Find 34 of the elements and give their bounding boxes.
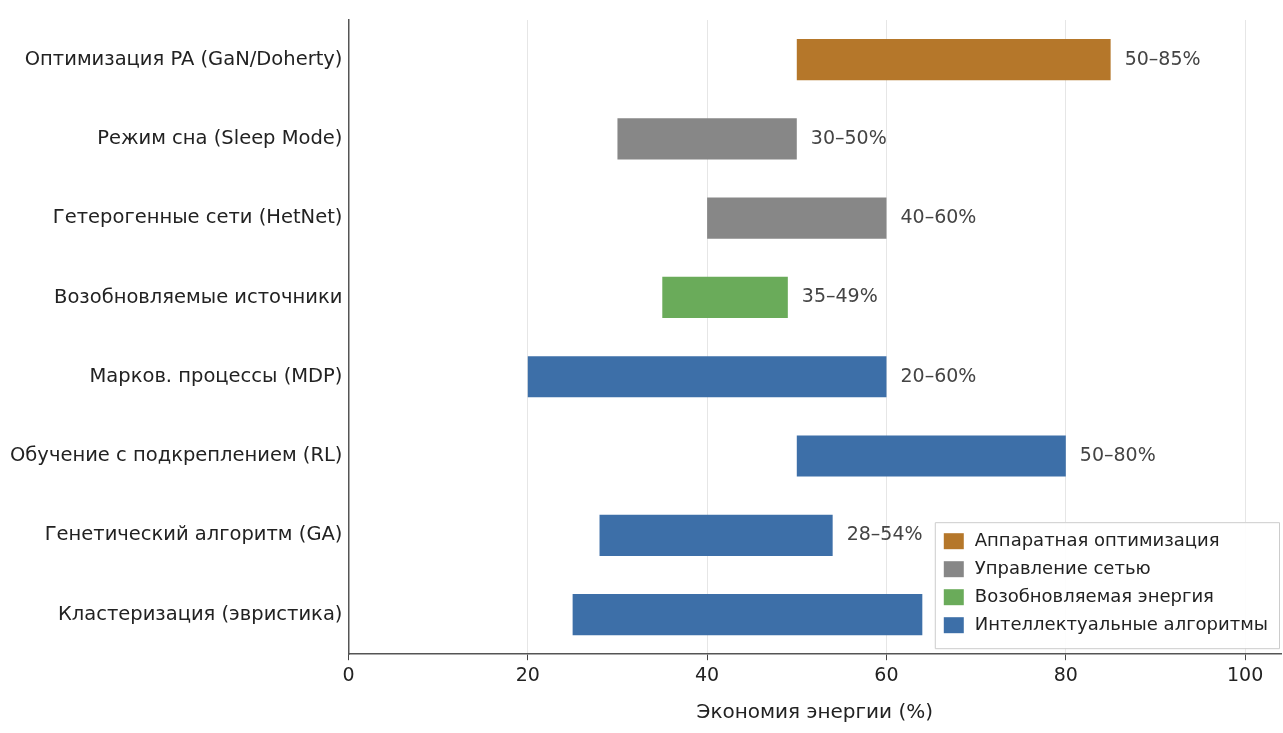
x-tick-label: 0 — [342, 662, 355, 685]
annotation: 35–49% — [801, 284, 878, 307]
y-tick-label: Оптимизация PA (GaN/Doherty) — [24, 46, 343, 70]
y-tick-label: Возобновляемые источники — [54, 284, 343, 308]
y-tick-label: Генетический алгоритм (GA) — [44, 522, 343, 546]
y-tick-label: Гетерогенные сети (HetNet) — [52, 205, 343, 229]
x-axis-title: Экономия энергии (%) — [696, 699, 934, 724]
x-tick-label: 100 — [1227, 662, 1264, 685]
annotation: 50–85% — [1124, 46, 1201, 69]
bar — [572, 593, 923, 636]
annotation: 30–50% — [810, 125, 887, 148]
bar — [599, 514, 833, 556]
bar — [527, 356, 887, 398]
x-tick-label: 60 — [874, 662, 899, 685]
x-tick-label: 80 — [1053, 662, 1078, 685]
legend-label: Интеллектуальные алгоритмы — [974, 612, 1269, 634]
x-tick-label: 40 — [695, 662, 720, 685]
legend-label: Управление сетью — [974, 556, 1151, 578]
bar — [796, 39, 1111, 81]
y-tick-label: Кластеризация (эвристика) — [57, 601, 343, 625]
y-tick-label: Марков. процессы (MDP) — [89, 363, 343, 387]
x-tick-label: 20 — [515, 662, 540, 685]
legend-label: Аппаратная оптимизация — [974, 528, 1220, 550]
bar — [662, 276, 788, 319]
y-tick-label: Обучение с подкреплением (RL) — [10, 443, 343, 467]
annotation: 40–60% — [900, 205, 977, 228]
annotation: 28–54% — [846, 522, 923, 545]
bar — [707, 197, 887, 239]
bar — [796, 435, 1066, 477]
bar — [617, 118, 797, 160]
y-tick-label: Режим сна (Sleep Mode) — [97, 125, 343, 149]
annotation: 20–60% — [900, 363, 977, 386]
legend-label: Возобновляемая энергия — [974, 584, 1214, 606]
annotation: 50–80% — [1079, 442, 1156, 465]
